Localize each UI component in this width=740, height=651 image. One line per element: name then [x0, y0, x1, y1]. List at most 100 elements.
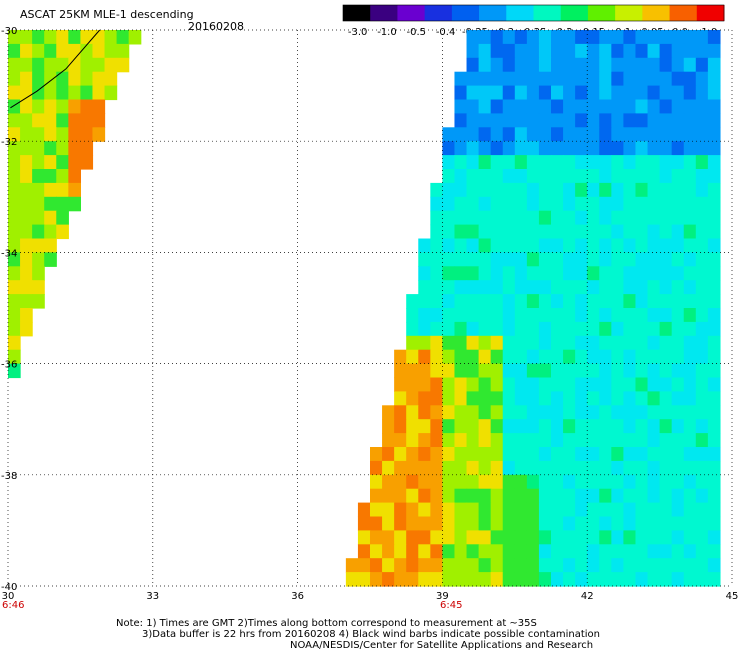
colorbar-label: -3.0: [348, 27, 368, 38]
swath-cell: [707, 113, 721, 128]
swath-cell: [370, 474, 383, 490]
swath-cell: [635, 447, 649, 462]
swath-cell: [671, 321, 685, 337]
swath-cell: [490, 71, 504, 87]
swath-cell: [599, 321, 612, 337]
swath-cell: [599, 419, 612, 434]
swath-cell: [611, 474, 624, 490]
swath-cell: [647, 363, 661, 379]
swath-cell: [406, 433, 419, 448]
swath-cell: [599, 280, 612, 295]
swath-cell: [587, 169, 600, 184]
swath-cell: [430, 544, 443, 559]
swath-cell: [623, 210, 637, 226]
swath-cell: [32, 43, 45, 59]
swath-cell: [695, 252, 709, 267]
swath-cell: [478, 169, 492, 184]
swath-cell: [8, 335, 21, 351]
swath-cell: [599, 30, 612, 45]
swath-cell: [68, 30, 81, 45]
swath-cell: [695, 502, 709, 518]
swath-cell: [659, 474, 673, 490]
swath-cell: [80, 85, 94, 101]
swath-cell: [695, 113, 709, 128]
swath-cell: [671, 308, 685, 323]
swath-cell: [56, 127, 69, 142]
swath-cell: [635, 516, 649, 531]
swath-cell: [466, 405, 480, 420]
swath-cell: [587, 460, 600, 476]
swath-cell: [563, 43, 576, 59]
swath-cell: [454, 572, 468, 587]
swath-cell: [599, 196, 612, 212]
swath-cell: [575, 169, 588, 184]
swath-cell: [454, 377, 468, 392]
swath-cell: [526, 488, 540, 504]
swath-cell: [526, 308, 540, 323]
swath-cell: [454, 502, 468, 518]
swath-cell: [490, 113, 504, 128]
swath-cell: [514, 113, 528, 128]
swath-cell: [514, 488, 528, 504]
swath-cell: [20, 210, 33, 226]
swath-cell: [68, 141, 81, 156]
swath-cell: [671, 488, 685, 504]
swath-cell: [671, 169, 685, 184]
colorbar-swatch: [560, 5, 589, 21]
swath-cell: [695, 127, 709, 142]
swath-cell: [406, 349, 419, 365]
swath-cell: [563, 71, 576, 87]
swath-cell: [635, 321, 649, 337]
swath-cell: [56, 196, 69, 212]
swath-cell: [502, 85, 516, 101]
swath-cell: [478, 127, 492, 142]
swath-cell: [659, 30, 673, 45]
swath-cell: [116, 30, 130, 45]
swath-cell: [454, 266, 468, 281]
swath-cell: [526, 182, 540, 198]
swath-cell: [647, 502, 661, 518]
swath-cell: [502, 266, 516, 281]
swath-cell: [623, 530, 637, 545]
swath-cell: [104, 57, 118, 73]
swath-cell: [647, 224, 661, 240]
swath-cell: [526, 349, 540, 365]
swath-cell: [623, 169, 637, 184]
swath-cell: [647, 266, 661, 281]
swath-cell: [635, 558, 649, 573]
swath-cell: [502, 71, 516, 87]
swath-cell: [538, 252, 552, 267]
swath-cell: [671, 127, 685, 142]
swath-cell: [502, 238, 516, 253]
swath-cell: [442, 474, 456, 490]
swath-cell: [80, 57, 94, 73]
swath-cell: [430, 488, 443, 504]
swath-cell: [599, 43, 612, 59]
swath-cell: [382, 558, 395, 573]
swath-cell: [659, 447, 673, 462]
swath-cell: [514, 544, 528, 559]
swath-cell: [611, 516, 624, 531]
swath-cell: [623, 99, 637, 114]
swath-cell: [406, 335, 419, 351]
swath-cell: [611, 294, 624, 309]
swath-cell: [683, 377, 697, 392]
swath-cell: [599, 113, 612, 128]
swath-cell: [466, 363, 480, 379]
swath-cell: [430, 210, 443, 226]
swath-cell: [695, 85, 709, 101]
swath-cell: [587, 516, 600, 531]
swath-cell: [430, 558, 443, 573]
swath-cell: [466, 127, 480, 142]
swath-cell: [442, 447, 456, 462]
swath-cell: [587, 127, 600, 142]
swath-cell: [671, 377, 685, 392]
swath-cell: [538, 210, 552, 226]
swath-cell: [514, 294, 528, 309]
swath-cell: [538, 238, 552, 253]
swath-cell: [647, 558, 661, 573]
swath-cell: [587, 321, 600, 337]
swath-cell: [647, 474, 661, 490]
map-title: ASCAT 25KM MLE-1 descending: [20, 8, 194, 21]
swath-cell: [502, 558, 516, 573]
